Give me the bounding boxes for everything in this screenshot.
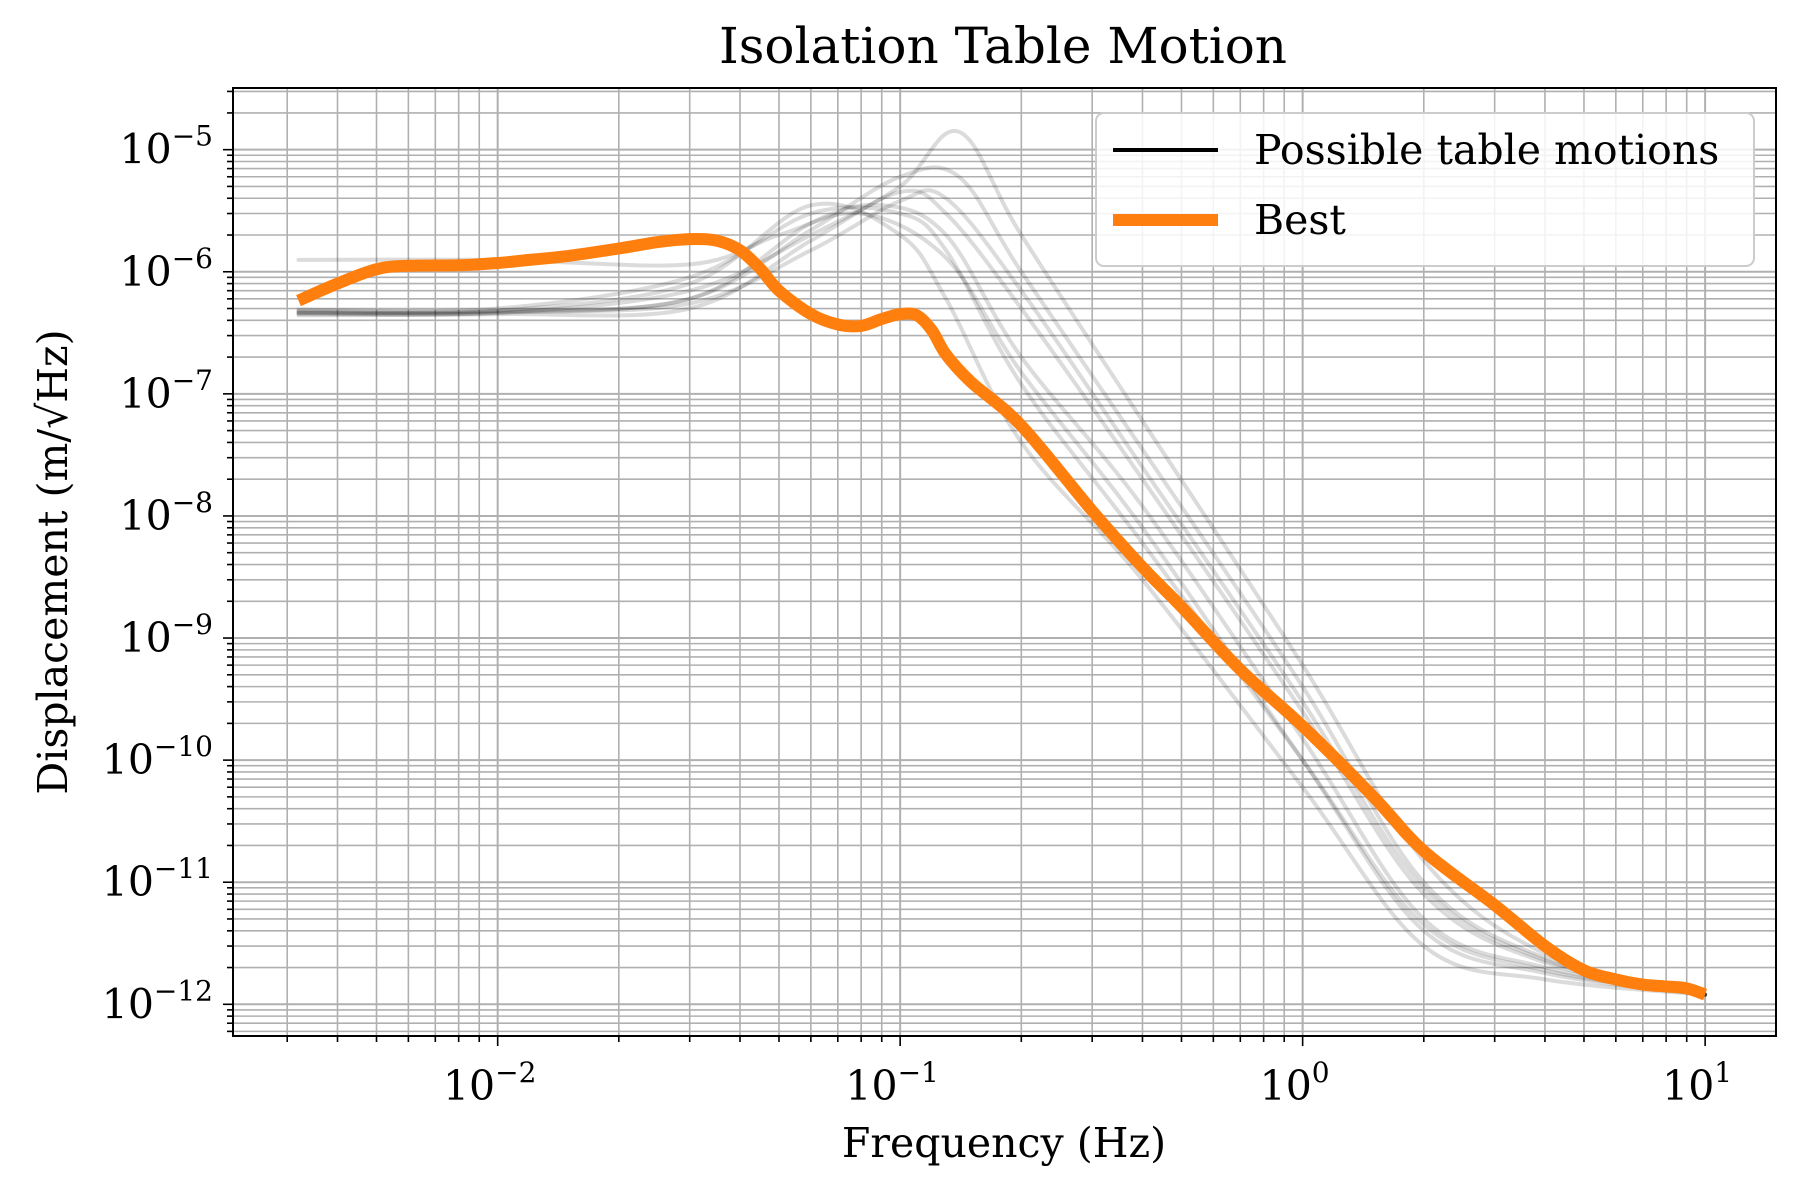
x-tick-label: 10−1 bbox=[845, 1056, 938, 1110]
table-motion-trace bbox=[296, 210, 1708, 997]
table-motion-trace bbox=[296, 188, 1708, 997]
table-motion-trace bbox=[296, 202, 1708, 997]
x-tick-label: 101 bbox=[1662, 1056, 1732, 1110]
gridlines bbox=[233, 88, 1776, 1036]
y-tick-label: 10−11 bbox=[102, 852, 213, 906]
axis-ticks bbox=[223, 90, 1706, 1046]
y-tick-label: 10−8 bbox=[120, 486, 213, 540]
plot-area-frame bbox=[232, 87, 1777, 1037]
legend-label-possible-table-motions: Possible table motions bbox=[1254, 126, 1719, 174]
chart-title: Isolation Table Motion bbox=[719, 17, 1287, 75]
x-axis-tick-labels: 10−2 10−1 100 101 bbox=[443, 1056, 1732, 1110]
y-tick-label: 10−10 bbox=[102, 730, 213, 784]
table-motion-trace bbox=[296, 205, 1708, 997]
y-tick-label: 10−7 bbox=[120, 364, 213, 418]
legend-box bbox=[1095, 112, 1755, 267]
y-tick-label: 10−5 bbox=[120, 120, 213, 174]
legend[interactable]: Possible table motions Best bbox=[1095, 112, 1755, 267]
y-axis-tick-labels: 10−5 10−6 10−7 10−8 10−9 10−10 10−11 10−12 bbox=[102, 120, 213, 1029]
y-axis-label: Displacement (m/√Hz) bbox=[29, 329, 77, 794]
best-series bbox=[296, 232, 1708, 1001]
y-tick-label: 10−9 bbox=[120, 608, 213, 662]
table-motion-trace bbox=[296, 165, 1708, 997]
x-tick-label: 10−2 bbox=[443, 1056, 536, 1110]
x-tick-label: 100 bbox=[1260, 1056, 1330, 1110]
table-motion-trace bbox=[296, 128, 1708, 997]
y-tick-label: 10−12 bbox=[102, 974, 213, 1028]
table-motion-trace bbox=[296, 188, 1708, 997]
best-line bbox=[296, 232, 1708, 1001]
y-tick-label: 10−6 bbox=[120, 242, 213, 296]
legend-label-best: Best bbox=[1254, 196, 1346, 244]
x-axis-label: Frequency (Hz) bbox=[842, 1119, 1166, 1167]
